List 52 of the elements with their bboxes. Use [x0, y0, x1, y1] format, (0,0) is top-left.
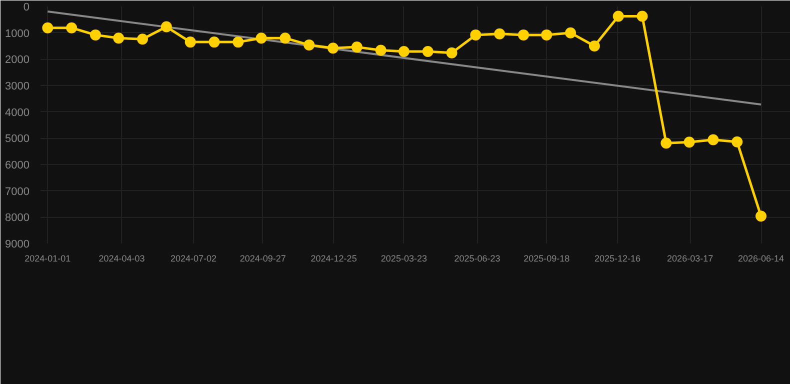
point: [160, 21, 172, 32]
y-tick-label: 7000: [5, 186, 30, 198]
point: [518, 29, 529, 40]
y-tick-label: 2000: [5, 54, 30, 66]
y-tick-label: 6000: [5, 160, 30, 172]
point: [684, 136, 695, 148]
x-tick-label: 2024-01-01: [24, 254, 71, 264]
point: [256, 32, 267, 44]
point: [732, 136, 743, 148]
y-tick-label: 9000: [5, 238, 30, 250]
x-tick-label: 2025-06-23: [454, 254, 500, 264]
x-tick-label: 2025-09-18: [524, 254, 570, 264]
y-tick-label: 3000: [5, 80, 30, 92]
point: [113, 32, 124, 44]
point: [208, 36, 220, 48]
point: [494, 28, 506, 40]
point: [137, 34, 148, 45]
point: [304, 39, 315, 50]
y-tick-label: 5000: [5, 133, 30, 146]
y-tick-label: 1000: [5, 28, 30, 40]
point: [351, 42, 362, 53]
point: [280, 32, 291, 44]
point: [375, 44, 386, 56]
x-tick-label: 2025-12-16: [594, 254, 641, 264]
x-tick-label: 2026-03-17: [667, 254, 714, 264]
point: [66, 22, 78, 34]
point: [660, 138, 672, 149]
x-tick-label: 2024-04-03: [98, 254, 145, 264]
point: [636, 10, 648, 22]
x-tick-label: 2024-12-25: [310, 254, 357, 264]
point: [756, 210, 767, 222]
point: [612, 10, 624, 22]
y-tick-label: 4000: [5, 106, 30, 119]
point: [42, 22, 54, 34]
x-tick-label: 2024-07-02: [170, 254, 217, 264]
x-tick-label: 2024-09-27: [240, 254, 286, 264]
x-tick-label: 2026-06-14: [738, 254, 784, 264]
point: [184, 36, 196, 48]
point: [232, 36, 244, 48]
point: [398, 46, 410, 58]
point: [90, 29, 101, 40]
point: [422, 46, 434, 58]
point: [470, 29, 482, 40]
point: [708, 134, 719, 146]
point: [565, 27, 576, 38]
x-tick-label: 2025-03-23: [380, 254, 427, 264]
point: [588, 40, 600, 52]
y-tick-label: 0: [23, 2, 30, 14]
point: [328, 42, 339, 54]
y-tick-label: 8000: [5, 212, 30, 224]
point: [446, 47, 458, 58]
point: [541, 29, 552, 40]
